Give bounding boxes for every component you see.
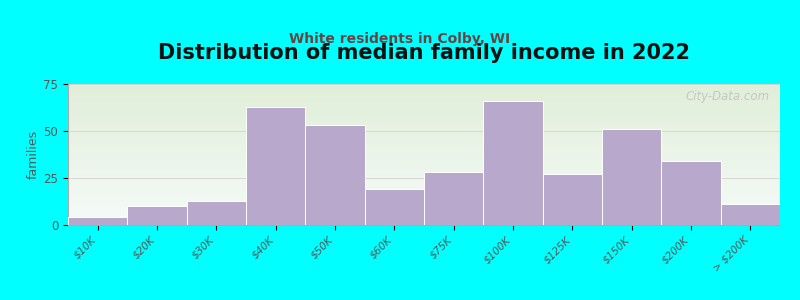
Bar (68, 218, 127, 225)
Bar (68, 123, 780, 124)
Bar (68, 156, 780, 158)
Bar (68, 151, 780, 153)
Bar (68, 193, 780, 195)
Bar (68, 142, 780, 144)
Bar (68, 220, 780, 221)
Bar (68, 191, 780, 193)
Bar (68, 223, 780, 225)
Bar (68, 169, 780, 170)
Bar (68, 200, 780, 202)
Bar (68, 183, 780, 184)
Bar (68, 144, 780, 146)
Bar (68, 137, 780, 139)
Bar (68, 190, 780, 191)
Bar (68, 221, 780, 223)
Bar (68, 211, 780, 213)
Bar (68, 161, 780, 163)
Bar (68, 121, 780, 123)
Bar (68, 218, 780, 220)
Bar (68, 126, 780, 128)
Y-axis label: families: families (26, 130, 39, 179)
Bar (68, 170, 780, 172)
Bar (68, 114, 780, 116)
Bar (68, 214, 780, 216)
Bar (68, 216, 780, 218)
Bar (68, 153, 780, 154)
Bar (68, 213, 780, 214)
Bar (68, 204, 780, 206)
Text: City-Data.com: City-Data.com (685, 90, 770, 103)
Bar (68, 94, 780, 96)
Bar (68, 96, 780, 98)
Bar (68, 135, 780, 137)
Bar (68, 112, 780, 114)
Bar (68, 207, 780, 209)
Bar (68, 109, 780, 110)
Bar (68, 100, 780, 102)
Bar (68, 128, 780, 130)
Bar (68, 147, 780, 149)
Bar (68, 140, 780, 142)
Bar (68, 133, 780, 135)
Bar (68, 84, 780, 86)
Bar (365, 189, 424, 225)
Bar (68, 179, 780, 181)
Bar (68, 139, 780, 140)
Bar (68, 149, 780, 151)
Bar (68, 172, 780, 174)
Bar (68, 105, 780, 107)
Bar (542, 174, 602, 225)
Bar (602, 129, 662, 225)
Bar (68, 116, 780, 118)
Bar (68, 119, 780, 121)
Bar (68, 160, 780, 161)
Bar (68, 165, 780, 167)
Bar (68, 186, 780, 188)
Bar (68, 199, 780, 200)
Bar (68, 209, 780, 211)
Text: White residents in Colby, WI: White residents in Colby, WI (290, 32, 510, 46)
Title: Distribution of median family income in 2022: Distribution of median family income in … (158, 43, 690, 63)
Bar (68, 146, 780, 147)
Bar (68, 132, 780, 133)
Bar (483, 101, 542, 225)
Bar (68, 98, 780, 100)
Bar (127, 206, 186, 225)
Bar (68, 107, 780, 109)
Bar (68, 174, 780, 176)
Bar (68, 118, 780, 119)
Bar (68, 167, 780, 169)
Bar (68, 176, 780, 177)
Bar (662, 161, 721, 225)
Bar (68, 163, 780, 165)
Bar (424, 172, 483, 225)
Bar (68, 93, 780, 94)
Bar (68, 202, 780, 204)
Bar (68, 88, 780, 89)
Bar (68, 89, 780, 91)
Bar (68, 103, 780, 105)
Bar (68, 197, 780, 199)
Bar (68, 181, 780, 183)
Bar (721, 204, 780, 225)
Bar (68, 130, 780, 132)
Bar (68, 154, 780, 156)
Bar (68, 86, 780, 88)
Bar (68, 188, 780, 190)
Bar (246, 106, 306, 225)
Bar (68, 177, 780, 179)
Bar (186, 201, 246, 225)
Bar (68, 158, 780, 160)
Bar (68, 102, 780, 103)
Bar (68, 91, 780, 93)
Bar (306, 125, 365, 225)
Bar (68, 110, 780, 112)
Bar (68, 124, 780, 126)
Bar (68, 206, 780, 207)
Bar (68, 184, 780, 186)
Bar (68, 195, 780, 197)
